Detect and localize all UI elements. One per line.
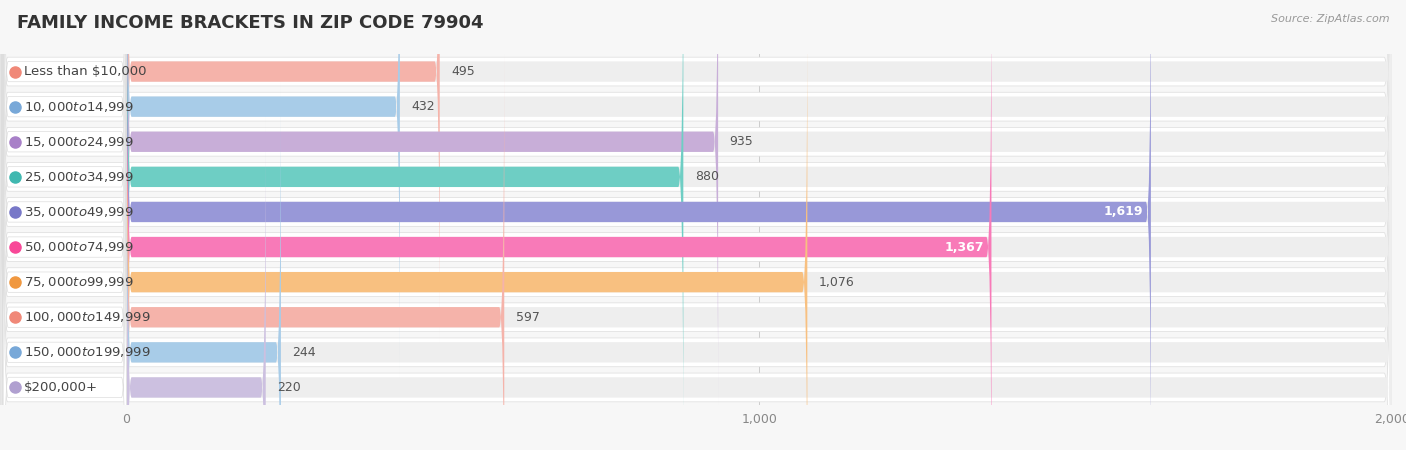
FancyBboxPatch shape xyxy=(1,0,1391,443)
FancyBboxPatch shape xyxy=(1,16,1391,450)
FancyBboxPatch shape xyxy=(127,0,1392,450)
FancyBboxPatch shape xyxy=(3,0,127,412)
FancyBboxPatch shape xyxy=(3,0,127,377)
Text: Source: ZipAtlas.com: Source: ZipAtlas.com xyxy=(1271,14,1389,23)
FancyBboxPatch shape xyxy=(127,47,505,450)
FancyBboxPatch shape xyxy=(127,0,399,377)
Text: FAMILY INCOME BRACKETS IN ZIP CODE 79904: FAMILY INCOME BRACKETS IN ZIP CODE 79904 xyxy=(17,14,484,32)
FancyBboxPatch shape xyxy=(127,117,266,450)
FancyBboxPatch shape xyxy=(3,0,127,450)
FancyBboxPatch shape xyxy=(1,51,1391,450)
FancyBboxPatch shape xyxy=(127,0,1392,342)
FancyBboxPatch shape xyxy=(127,0,1392,412)
FancyBboxPatch shape xyxy=(127,12,807,450)
Text: 220: 220 xyxy=(277,381,301,394)
FancyBboxPatch shape xyxy=(127,0,1392,447)
FancyBboxPatch shape xyxy=(3,0,127,447)
Text: 880: 880 xyxy=(695,171,718,183)
FancyBboxPatch shape xyxy=(127,0,991,450)
Text: Less than $10,000: Less than $10,000 xyxy=(24,65,146,78)
FancyBboxPatch shape xyxy=(3,47,127,450)
FancyBboxPatch shape xyxy=(127,0,1392,450)
Text: 1,619: 1,619 xyxy=(1104,206,1143,218)
Text: $75,000 to $99,999: $75,000 to $99,999 xyxy=(24,275,134,289)
Text: $50,000 to $74,999: $50,000 to $74,999 xyxy=(24,240,134,254)
FancyBboxPatch shape xyxy=(127,117,1392,450)
FancyBboxPatch shape xyxy=(127,82,281,450)
FancyBboxPatch shape xyxy=(3,0,127,342)
Text: $15,000 to $24,999: $15,000 to $24,999 xyxy=(24,135,134,149)
FancyBboxPatch shape xyxy=(127,0,440,342)
Text: $200,000+: $200,000+ xyxy=(24,381,98,394)
FancyBboxPatch shape xyxy=(3,12,127,450)
Text: 495: 495 xyxy=(451,65,475,78)
Text: 1,367: 1,367 xyxy=(945,241,984,253)
Text: $35,000 to $49,999: $35,000 to $49,999 xyxy=(24,205,134,219)
FancyBboxPatch shape xyxy=(127,0,683,447)
FancyBboxPatch shape xyxy=(3,0,127,450)
Text: 597: 597 xyxy=(516,311,540,324)
Text: 432: 432 xyxy=(412,100,434,113)
Text: 1,076: 1,076 xyxy=(818,276,855,288)
FancyBboxPatch shape xyxy=(127,0,1392,377)
Text: $25,000 to $34,999: $25,000 to $34,999 xyxy=(24,170,134,184)
FancyBboxPatch shape xyxy=(127,82,1392,450)
FancyBboxPatch shape xyxy=(127,47,1392,450)
FancyBboxPatch shape xyxy=(1,0,1391,408)
FancyBboxPatch shape xyxy=(3,117,127,450)
FancyBboxPatch shape xyxy=(127,0,718,412)
Text: 244: 244 xyxy=(292,346,316,359)
FancyBboxPatch shape xyxy=(127,12,1392,450)
Text: 935: 935 xyxy=(730,135,754,148)
FancyBboxPatch shape xyxy=(127,0,1152,450)
Text: $150,000 to $199,999: $150,000 to $199,999 xyxy=(24,345,150,360)
Text: $100,000 to $149,999: $100,000 to $149,999 xyxy=(24,310,150,324)
FancyBboxPatch shape xyxy=(3,82,127,450)
Text: $10,000 to $14,999: $10,000 to $14,999 xyxy=(24,99,134,114)
